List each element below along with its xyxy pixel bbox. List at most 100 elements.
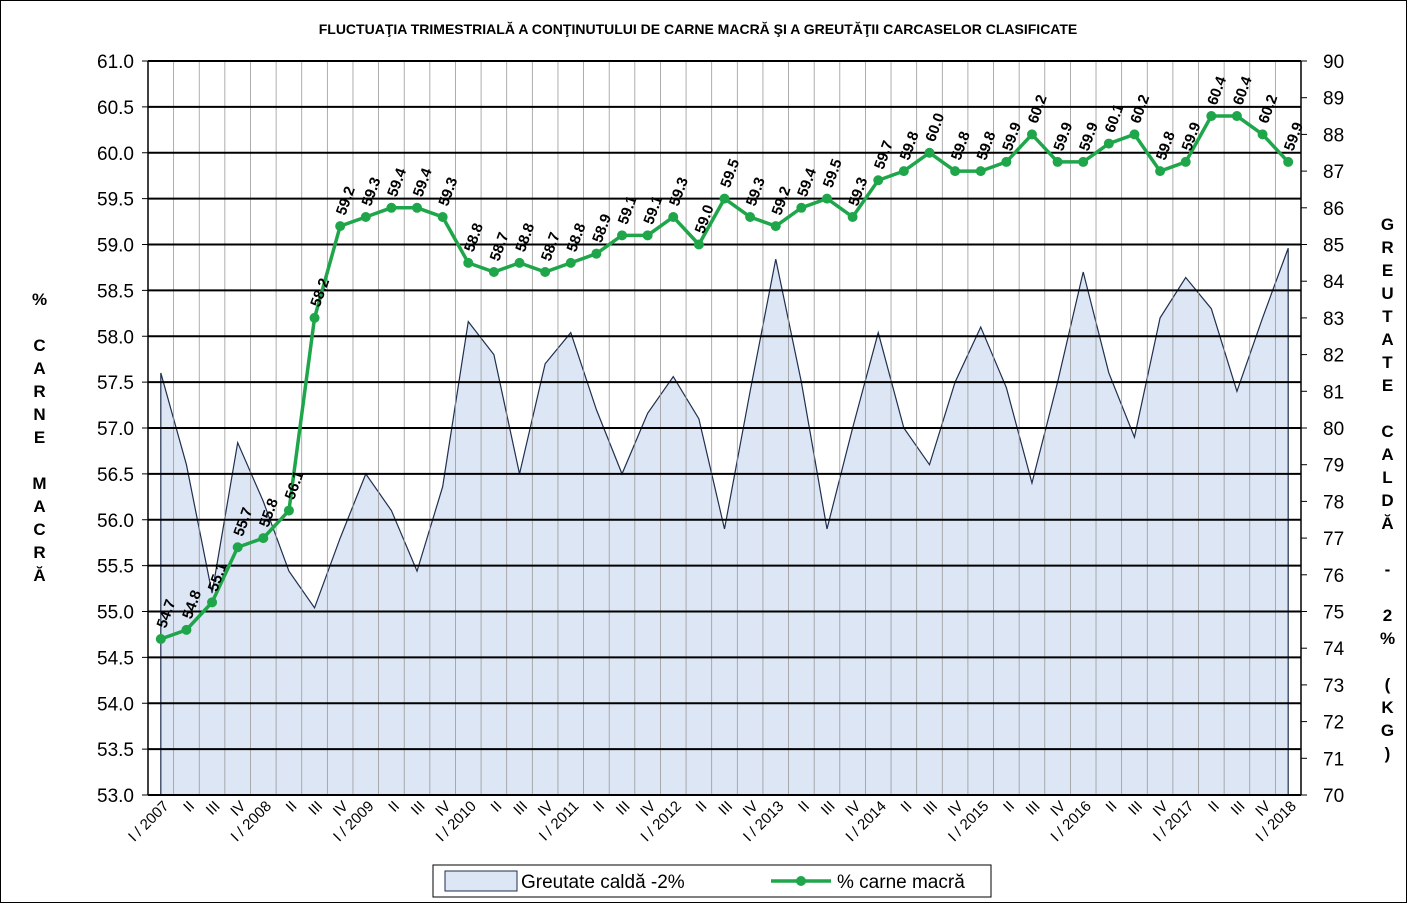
y2-axis-label: GREUTATE CALDĂ - 2% (KG) <box>1378 215 1397 767</box>
data-label: 58.8 <box>461 221 487 254</box>
y-tick-label: 53.5 <box>97 740 134 761</box>
x-tick-label: II <box>1205 798 1223 816</box>
point <box>360 211 371 222</box>
y-tick-label: 59.0 <box>97 236 134 257</box>
data-label: 58.9 <box>589 212 615 245</box>
point <box>155 634 166 645</box>
legend-label: % carne macră <box>837 872 965 893</box>
data-label: 59.5 <box>717 157 743 190</box>
y2-tick-label: 89 <box>1323 89 1344 110</box>
point <box>181 624 192 635</box>
y2-tick-label: 87 <box>1323 162 1344 183</box>
y2-tick-label: 78 <box>1323 492 1344 513</box>
x-tick-label: III <box>1125 798 1146 819</box>
data-label: 59.3 <box>435 175 461 208</box>
data-label: 59.3 <box>666 175 692 208</box>
data-label: 59.9 <box>1076 120 1102 153</box>
data-label: 59.4 <box>410 165 436 199</box>
data-label: 59.8 <box>897 129 923 162</box>
x-tick-label: III <box>408 798 429 819</box>
y-tick-label: 54.5 <box>97 648 134 669</box>
y-tick-label: 55.0 <box>97 603 134 624</box>
point <box>514 257 525 268</box>
chart-title: FLUCTUAŢIA TRIMESTRIALĂ A CONŢINUTULUI D… <box>319 21 1078 37</box>
data-label: 60.4 <box>1230 74 1256 108</box>
point <box>1103 138 1114 149</box>
point <box>1026 129 1037 140</box>
x-tick-label: III <box>920 798 941 819</box>
point <box>796 202 807 213</box>
data-label: 60.2 <box>1127 93 1153 126</box>
point <box>1001 156 1012 167</box>
point <box>1231 111 1242 122</box>
y-tick-label: 60.0 <box>97 144 134 165</box>
point <box>232 542 243 553</box>
x-tick-label: III <box>818 798 839 819</box>
legend-box <box>432 864 992 898</box>
y-tick-label: 54.0 <box>97 694 134 715</box>
y-tick-label: 59.5 <box>97 190 134 211</box>
point <box>1257 129 1268 140</box>
point <box>437 211 448 222</box>
x-tick-label: III <box>1023 798 1044 819</box>
y2-tick-label: 73 <box>1323 676 1344 697</box>
y2-tick-label: 83 <box>1323 309 1344 330</box>
point <box>463 257 474 268</box>
point <box>309 312 320 323</box>
data-label: 59.8 <box>974 129 1000 162</box>
data-label: 58.7 <box>538 230 564 263</box>
point <box>642 230 653 241</box>
point <box>412 202 423 213</box>
data-label: 59.3 <box>845 175 871 208</box>
data-label: 58.8 <box>564 221 590 254</box>
y2-tick-label: 84 <box>1323 272 1345 293</box>
y-tick-label: 55.5 <box>97 557 134 578</box>
data-label: 59.3 <box>359 175 385 208</box>
x-tick-label: II <box>385 798 403 816</box>
point <box>924 147 935 158</box>
x-tick-label: III <box>510 798 531 819</box>
y2-tick-label: 77 <box>1323 529 1344 550</box>
area <box>160 247 1289 796</box>
y2-tick-label: 70 <box>1323 786 1344 807</box>
x-tick-label: II <box>283 798 301 816</box>
y2-tick-label: 74 <box>1323 639 1345 660</box>
data-label: 59.7 <box>871 138 897 171</box>
x-tick-label: III <box>715 798 736 819</box>
y-tick-label: 58.0 <box>97 327 134 348</box>
point <box>847 211 858 222</box>
y-tick-label: 57.0 <box>97 419 134 440</box>
y-axis-label: % CARNE MACRĂ <box>30 289 49 589</box>
y2-tick-label: 71 <box>1323 749 1344 770</box>
x-tick-label: III <box>1228 798 1249 819</box>
point <box>283 505 294 516</box>
y2-tick-label: 72 <box>1323 713 1344 734</box>
y2-tick-label: 82 <box>1323 346 1344 367</box>
x-tick-label: II <box>488 798 506 816</box>
legend-label: Greutate caldă -2% <box>521 872 685 893</box>
point <box>1206 111 1217 122</box>
data-label: 59.8 <box>1153 129 1179 162</box>
data-label: 59.5 <box>820 157 846 190</box>
x-tick-label: III <box>613 798 634 819</box>
y2-tick-label: 81 <box>1323 382 1344 403</box>
data-label: 59.9 <box>1050 120 1076 153</box>
point <box>335 221 346 232</box>
data-label: 58.2 <box>307 276 333 309</box>
point <box>1180 156 1191 167</box>
y2-tick-label: 76 <box>1323 566 1344 587</box>
point <box>1129 129 1140 140</box>
point <box>821 193 832 204</box>
x-tick-label: II <box>1000 798 1018 816</box>
legend: Greutate caldă -2% % carne macră <box>432 864 992 898</box>
point <box>898 166 909 177</box>
y-tick-label: 58.5 <box>97 281 134 302</box>
point <box>719 193 730 204</box>
y-tick-label: 56.5 <box>97 465 134 486</box>
data-label: 59.4 <box>794 165 820 199</box>
data-label: 59.3 <box>743 175 769 208</box>
point <box>1052 156 1063 167</box>
point <box>693 239 704 250</box>
